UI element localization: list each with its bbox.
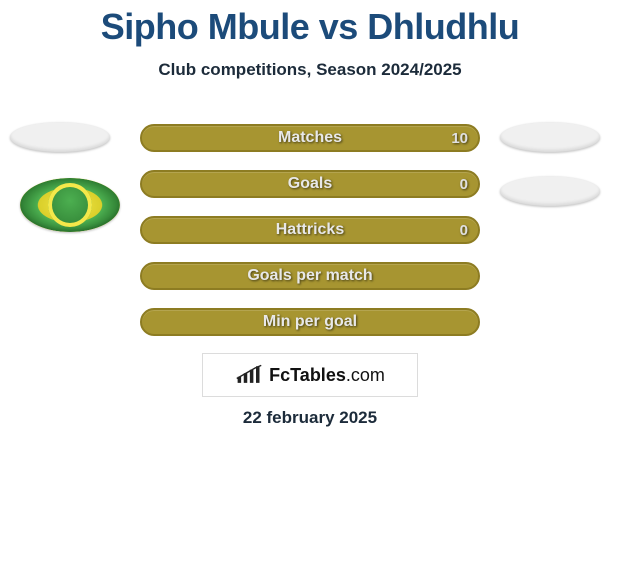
logo-text: FcTables.com — [269, 365, 385, 386]
stat-label: Goals per match — [247, 267, 372, 285]
date-label: 22 february 2025 — [0, 408, 620, 428]
stat-label: Goals — [288, 175, 332, 193]
fctables-logo: FcTables.com — [202, 353, 418, 397]
stat-bar-goals: Goals 0 — [140, 170, 480, 198]
player2-badge-2 — [500, 176, 600, 206]
page-title: Sipho Mbule vs Dhludhlu — [0, 0, 620, 48]
stat-bar-min-per-goal: Min per goal — [140, 308, 480, 336]
player1-badge-2-sundowns-logo — [20, 178, 120, 232]
stats-container: Matches 10 Goals 0 Hattricks 0 Goals per… — [140, 124, 480, 354]
stat-bar-hattricks: Hattricks 0 — [140, 216, 480, 244]
subtitle: Club competitions, Season 2024/2025 — [0, 60, 620, 80]
player1-badge-1 — [10, 122, 110, 152]
stat-label: Min per goal — [263, 313, 357, 331]
stat-bar-matches: Matches 10 — [140, 124, 480, 152]
stat-right-value: 0 — [460, 222, 468, 239]
stat-bar-goals-per-match: Goals per match — [140, 262, 480, 290]
stat-label: Matches — [278, 129, 342, 147]
stat-right-value: 0 — [460, 176, 468, 193]
stat-label: Hattricks — [276, 221, 344, 239]
stat-right-value: 10 — [451, 130, 468, 147]
player2-badge-1 — [500, 122, 600, 152]
bar-chart-icon — [235, 364, 263, 386]
